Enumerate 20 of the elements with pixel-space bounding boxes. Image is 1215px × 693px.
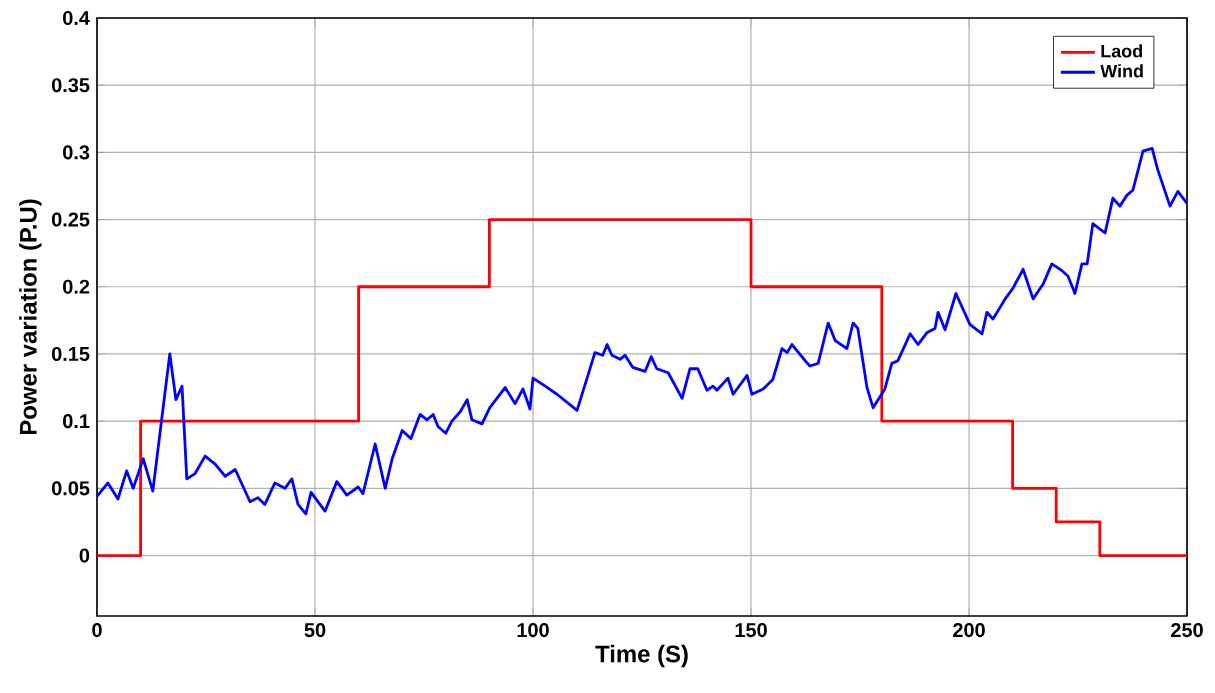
y-tick-label: 0.05 [51,481,90,496]
y-tick-label: 0.35 [51,78,90,93]
y-tick-label: 0.2 [63,279,90,294]
y-tick-label: 0 [79,548,90,563]
x-axis-title: Time (S) [595,644,688,668]
y-tick-label: 0.15 [51,346,90,361]
x-tick-label: 0 [92,623,102,638]
y-tick-label: 0.25 [51,212,90,227]
legend-label: Laod [1101,44,1142,58]
x-tick-label: 50 [304,623,326,638]
y-tick-label: 0.3 [63,145,90,160]
x-tick-label: 150 [735,623,767,638]
line-series [97,146,1188,516]
y-tick-label: 0.4 [63,10,90,26]
legend-label: Wind [1100,64,1143,78]
x-tick-label: 200 [953,623,985,638]
y-tick-label: 0.1 [63,414,90,429]
x-tick-label: 100 [517,623,549,638]
y-axis-title: Power variation (P.U) [19,199,42,435]
x-tick-label: 250 [1171,623,1203,638]
